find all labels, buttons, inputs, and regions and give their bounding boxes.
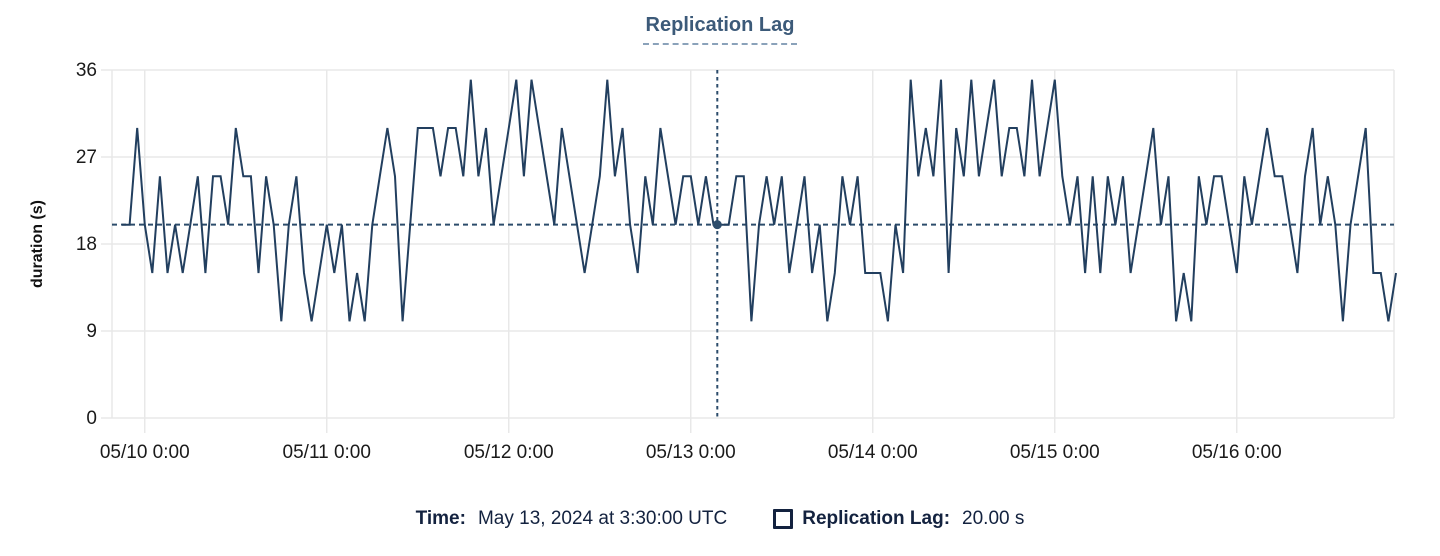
- x-tick-label: 05/15 0:00: [1010, 442, 1100, 463]
- tooltip-time-value: May 13, 2024 at 3:30:00 UTC: [477, 508, 728, 529]
- chart-header: Replication Lag: [0, 14, 1440, 45]
- y-tick-label: 9: [86, 321, 97, 342]
- series-readout: Replication Lag: 20.00 s: [773, 508, 1024, 530]
- y-tick-label: 27: [76, 147, 97, 168]
- x-tick-label: 05/13 0:00: [646, 442, 736, 463]
- line-chart[interactable]: 0 9 18 27 36 05/10 0:00 05/11 0:00 05/12 0:00 05…: [0, 0, 1440, 475]
- tooltip-series-label: Replication Lag:: [802, 508, 951, 529]
- y-tick-label: 18: [76, 234, 97, 255]
- x-tick-label: 05/12 0:00: [464, 442, 554, 463]
- x-tick-label: 05/11 0:00: [283, 442, 371, 463]
- series-line-replication-lag: [122, 79, 1397, 322]
- tooltip-time-label: Time:: [415, 508, 466, 529]
- y-tick-label: 36: [76, 60, 97, 81]
- y-tick-label: 0: [86, 408, 97, 429]
- x-tick-label: 05/16 0:00: [1192, 442, 1282, 463]
- hover-readout: Time: May 13, 2024 at 3:30:00 UTC Replic…: [0, 504, 1440, 534]
- x-tick-label: 05/14 0:00: [828, 442, 918, 463]
- hover-point: [712, 220, 722, 230]
- chart-title[interactable]: Replication Lag: [642, 14, 798, 45]
- x-tick-label: 05/10 0:00: [100, 442, 190, 463]
- time-readout: Time: May 13, 2024 at 3:30:00 UTC: [416, 508, 728, 530]
- series-swatch-square-icon: [773, 509, 794, 529]
- tooltip-series-value: 20.00 s: [962, 508, 1025, 529]
